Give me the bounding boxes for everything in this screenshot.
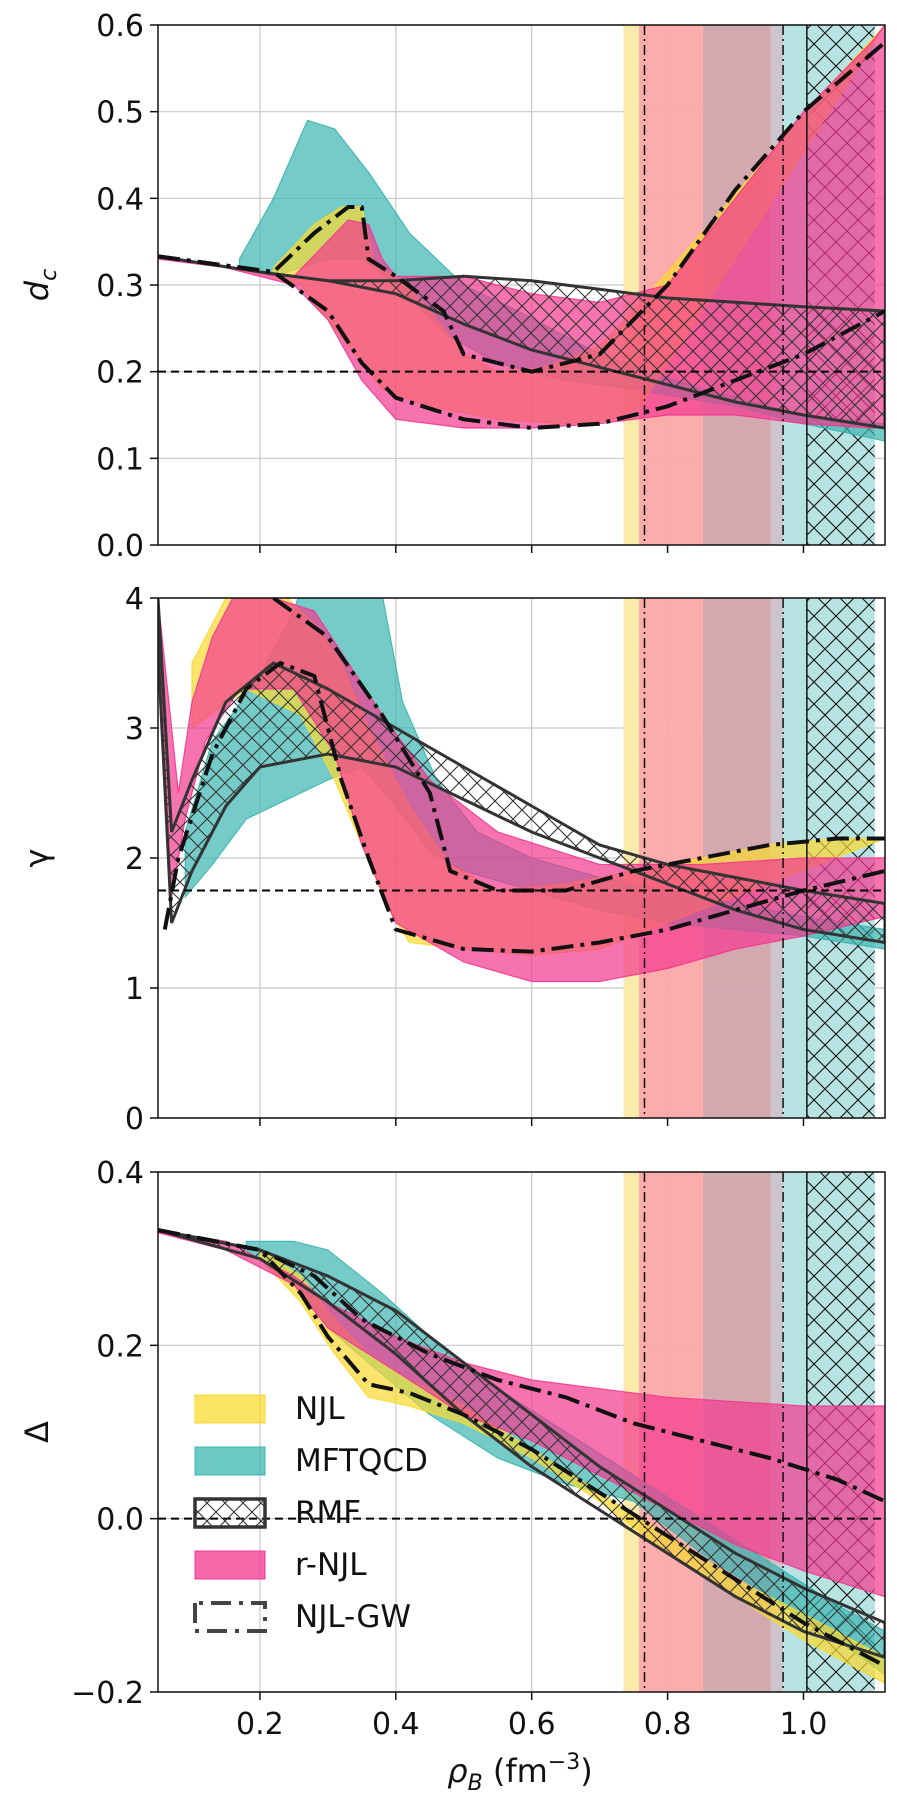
gamma-ytick-label: 1 (125, 972, 144, 1007)
dc-ytick-label: 0.2 (96, 356, 144, 391)
dc-vband-0 (623, 25, 640, 545)
gamma-ytick-label: 2 (125, 842, 144, 877)
legend-label-NJL: NJL (295, 1391, 345, 1427)
legend-label-RMF: RMF (295, 1495, 361, 1531)
dc-ytick-label: 0.3 (96, 269, 144, 304)
panel-dc: 0.0 0.1 0.2 0.3 0.4 0.5 0.6 dc (18, 9, 886, 564)
gamma-ytick-label: 3 (125, 712, 144, 747)
dc-ytick-label: 0.1 (96, 442, 144, 477)
delta-ytick-label: 0.0 (96, 1503, 144, 1538)
x-label-unit: (fm (483, 1752, 548, 1790)
gamma-plot-area (158, 598, 885, 1118)
x-label-main: ρ (447, 1752, 467, 1790)
gamma-ytick-label: 0 (125, 1102, 144, 1137)
dc-ytick-label: 0.6 (96, 9, 144, 44)
dc-ytick-label: 0.5 (96, 96, 144, 131)
gamma-band-RMF (158, 598, 885, 945)
x-tick-label: 0.6 (508, 1707, 556, 1742)
dc-njlgw-line-1 (158, 254, 885, 430)
x-tick-label: 0.4 (372, 1707, 420, 1742)
panel-gamma: 0 1 2 3 4 γ (18, 582, 886, 1137)
dc-ytick-label: 0.4 (96, 182, 144, 217)
x-label-exp: −3 (548, 1750, 580, 1775)
gamma-njlgw-line-1 (272, 598, 885, 893)
dc-plot-area (158, 25, 885, 545)
x-tick-label: 0.8 (644, 1707, 692, 1742)
gamma-y-axis-label: γ (18, 849, 56, 868)
x-label-sub: B (468, 1771, 483, 1796)
delta-ytick-label: 0.2 (96, 1329, 144, 1364)
legend-swatch-NJLGW (193, 1601, 267, 1633)
legend-swatch-RMF (193, 1497, 267, 1529)
delta-plot-area (158, 1172, 885, 1692)
delta-y-label-main: Δ (18, 1421, 56, 1443)
panel-delta: −0.2 0.0 0.2 0.4 0.2 0.4 0.6 0.8 1.0 Δ (18, 1156, 886, 1742)
delta-njlgw-line-0 (158, 1228, 885, 1668)
legend: NJL MFTQCD RMF r-NJL NJL-GW (193, 1391, 428, 1635)
delta-ytick-label: 0.4 (96, 1156, 144, 1191)
dc-njlgw-line-0 (158, 40, 885, 374)
dc-band-RMF (158, 254, 885, 430)
legend-label-rNJL: r-NJL (295, 1547, 367, 1583)
legend-label-MFTQCD: MFTQCD (295, 1443, 428, 1479)
legend-swatch-NJL (194, 1394, 266, 1424)
gamma-ytick-label: 4 (125, 582, 144, 617)
delta-ytick-label: −0.2 (71, 1676, 144, 1711)
dc-ytick-label: 0.0 (96, 529, 144, 564)
delta-y-axis-label: Δ (18, 1421, 56, 1443)
gamma-njlgw-line-0 (162, 661, 885, 954)
dc-y-label-main: d (18, 280, 56, 301)
x-label-close: ) (580, 1752, 592, 1790)
delta-frame (157, 1171, 886, 1693)
delta-njlgw-line-1 (158, 1228, 885, 1504)
dc-y-axis-label: dc (18, 269, 62, 301)
dc-y-label-sub: c (37, 269, 62, 281)
legend-swatch-rNJL (194, 1550, 266, 1580)
legend-swatch-MFTQCD (194, 1446, 266, 1476)
x-tick-label: 0.2 (236, 1707, 284, 1742)
legend-label-NJLGW: NJL-GW (295, 1599, 411, 1635)
x-axis-label: ρB (fm−3) (447, 1750, 592, 1796)
gamma-y-label-main: γ (18, 849, 56, 868)
x-tick-label: 1.0 (780, 1707, 828, 1742)
